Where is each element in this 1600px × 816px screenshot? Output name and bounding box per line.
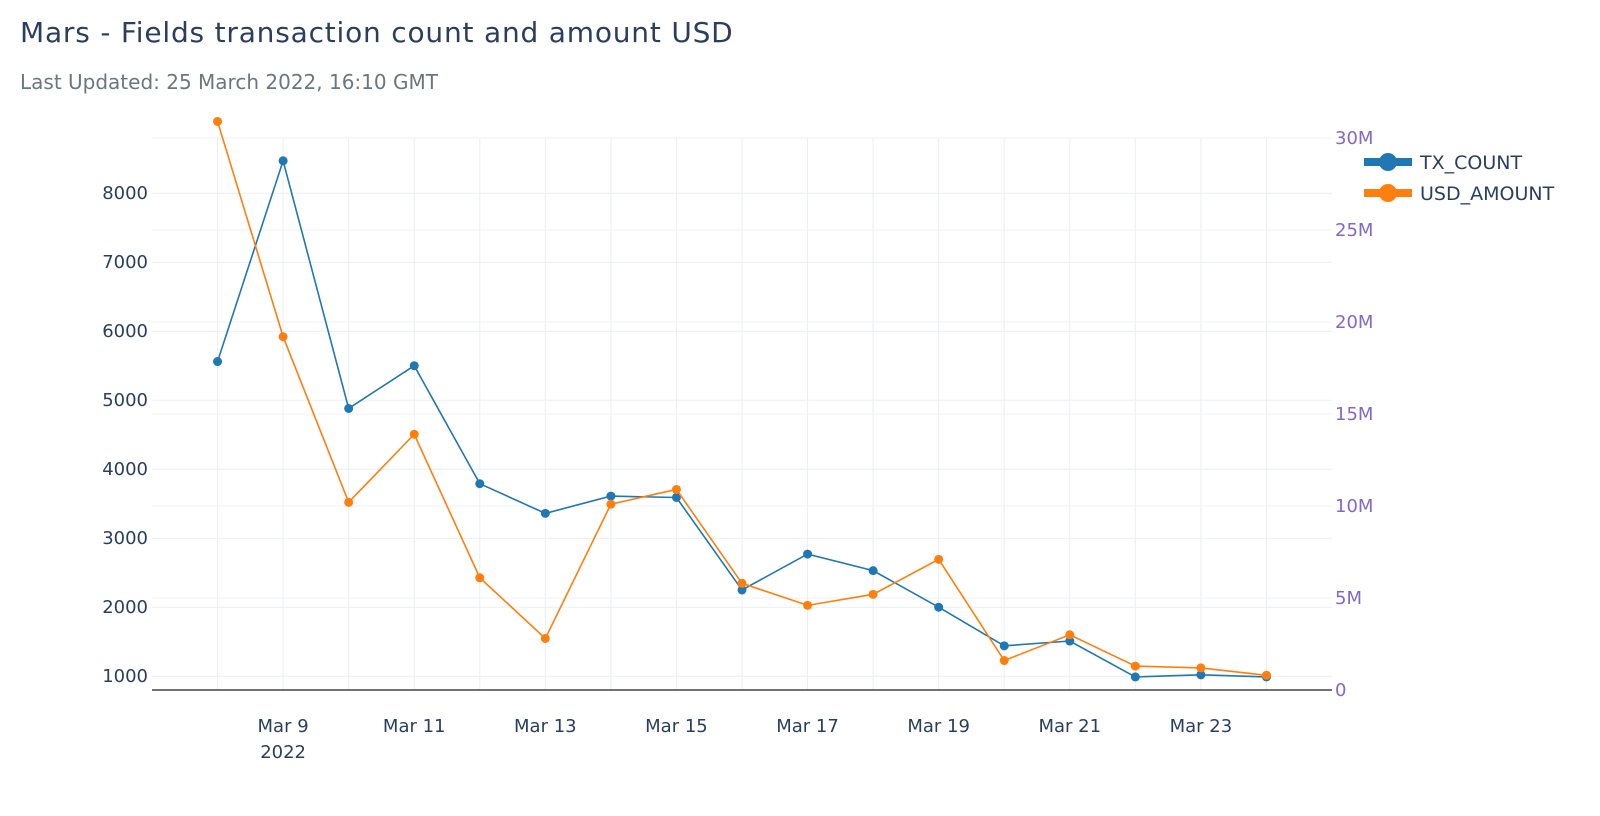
data-point[interactable] (934, 554, 944, 564)
chart-title: Mars - Fields transaction count and amou… (20, 16, 734, 49)
data-point[interactable] (540, 508, 550, 518)
grid-lines (152, 137, 1332, 690)
x-tick-label: Mar 17 (776, 716, 839, 737)
y-left-tick-label: 1000 (102, 666, 148, 687)
x-tick-label: Mar 23 (1170, 716, 1233, 737)
y-right-tick-label: 15M (1335, 404, 1373, 425)
data-point[interactable] (213, 116, 223, 126)
y-left-tick-label: 2000 (102, 597, 148, 618)
data-point[interactable] (737, 585, 747, 595)
data-point[interactable] (213, 357, 223, 367)
data-point[interactable] (344, 403, 354, 413)
data-point[interactable] (606, 499, 616, 509)
y-left-tick-label: 5000 (102, 390, 148, 411)
data-point[interactable] (868, 589, 878, 599)
data-point[interactable] (475, 479, 485, 489)
series-tx-count (213, 156, 1271, 682)
data-point[interactable] (999, 641, 1009, 651)
y-axis-left: 1000 2000 3000 4000 5000 6000 7000 8000 (102, 183, 148, 687)
y-right-tick-label: 30M (1335, 128, 1373, 149)
chart-subtitle: Last Updated: 25 March 2022, 16:10 GMT (20, 70, 438, 94)
y-right-tick-label: 10M (1335, 496, 1373, 517)
x-tick-label: Mar 19 (907, 716, 970, 737)
legend-label: TX_COUNT (1419, 152, 1522, 174)
legend-marker (1379, 153, 1397, 171)
data-point[interactable] (409, 429, 419, 439)
y-axis-right: 0 5M 10M 15M 20M 25M 30M (1335, 128, 1373, 701)
y-right-tick-label: 0 (1335, 680, 1346, 701)
data-point[interactable] (1196, 663, 1206, 673)
x-axis: Mar 9 2022 Mar 11 Mar 13 Mar 15 Mar 17 Mar 19 M… (152, 689, 1332, 763)
data-point[interactable] (1065, 636, 1075, 646)
legend-marker (1379, 184, 1397, 202)
legend[interactable]: TX_COUNT USD_AMOUNT (1364, 152, 1555, 205)
series-usd-amount (213, 116, 1271, 680)
data-point[interactable] (1065, 630, 1075, 640)
y-right-tick-label: 20M (1335, 312, 1373, 333)
x-tick-label: Mar 13 (514, 716, 577, 737)
x-tick-label: Mar 21 (1038, 716, 1101, 737)
y-left-tick-label: 3000 (102, 528, 148, 549)
legend-item-usd-amount[interactable]: USD_AMOUNT (1364, 183, 1555, 205)
data-point[interactable] (1130, 672, 1140, 682)
data-point[interactable] (540, 633, 550, 643)
y-right-tick-label: 5M (1335, 588, 1362, 609)
data-point[interactable] (278, 156, 288, 166)
data-point[interactable] (278, 332, 288, 342)
data-point[interactable] (1130, 661, 1140, 671)
y-left-tick-label: 7000 (102, 252, 148, 273)
data-point[interactable] (1261, 670, 1271, 680)
data-point[interactable] (344, 497, 354, 507)
y-left-tick-label: 8000 (102, 183, 148, 204)
legend-item-tx-count[interactable]: TX_COUNT (1364, 152, 1522, 174)
x-tick-label: Mar 9 (258, 716, 309, 737)
y-left-tick-label: 6000 (102, 321, 148, 342)
data-point[interactable] (671, 492, 681, 502)
data-point[interactable] (671, 484, 681, 494)
y-right-tick-label: 25M (1335, 220, 1373, 241)
data-point[interactable] (803, 549, 813, 559)
x-tick-sublabel: 2022 (260, 742, 306, 763)
x-tick-label: Mar 15 (645, 716, 708, 737)
data-point[interactable] (868, 566, 878, 576)
data-point[interactable] (803, 600, 813, 610)
data-point[interactable] (999, 656, 1009, 666)
data-point[interactable] (1196, 670, 1206, 680)
data-point[interactable] (934, 602, 944, 612)
series-layer (213, 116, 1271, 682)
data-point[interactable] (606, 491, 616, 501)
x-tick-label: Mar 11 (383, 716, 446, 737)
data-point[interactable] (737, 578, 747, 588)
y-left-tick-label: 4000 (102, 459, 148, 480)
data-point[interactable] (475, 573, 485, 583)
legend-label: USD_AMOUNT (1420, 183, 1555, 205)
data-point[interactable] (409, 361, 419, 371)
